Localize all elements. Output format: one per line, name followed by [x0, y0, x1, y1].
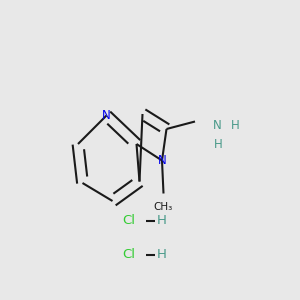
Text: N: N — [158, 154, 166, 167]
Text: H: H — [231, 119, 240, 132]
Text: H: H — [157, 248, 167, 262]
Text: H: H — [214, 137, 223, 151]
Text: N: N — [213, 119, 222, 132]
Text: CH₃: CH₃ — [154, 202, 173, 212]
Text: H: H — [157, 214, 167, 227]
Text: Cl: Cl — [122, 248, 136, 262]
Text: Cl: Cl — [122, 214, 136, 227]
Text: N: N — [102, 109, 111, 122]
